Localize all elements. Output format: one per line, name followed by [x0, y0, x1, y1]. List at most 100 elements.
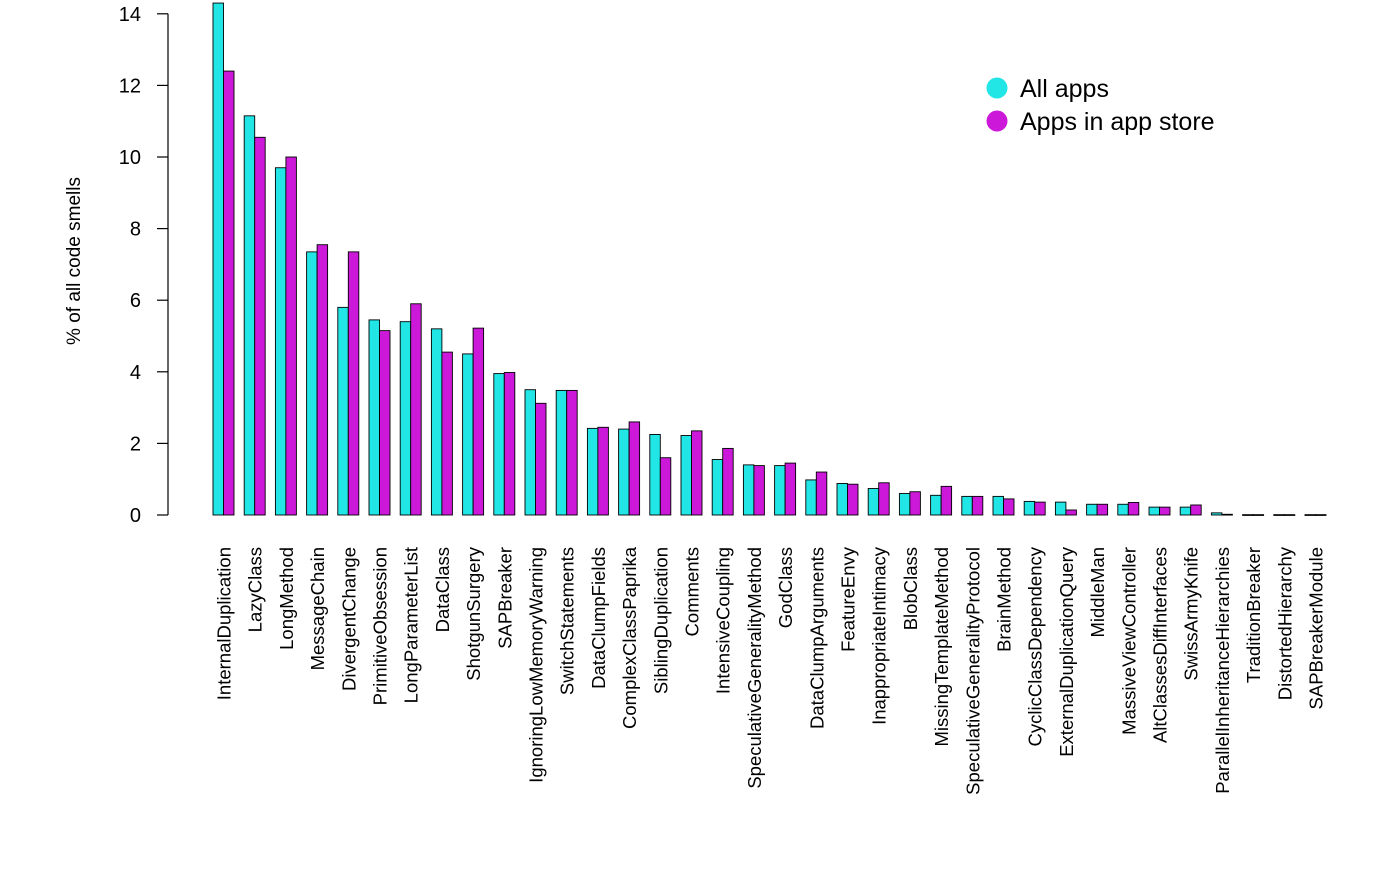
x-tick-label: LongMethod — [276, 547, 297, 650]
x-tick-label: InappropriateIntimacy — [869, 546, 890, 725]
y-tick-label: 2 — [130, 433, 141, 455]
legend: All apps Apps in app store — [986, 75, 1215, 136]
x-tick-label: MassiveViewController — [1118, 547, 1139, 735]
bar-all-apps — [774, 465, 786, 516]
bar-all-apps — [961, 495, 973, 516]
bar-all-apps — [742, 464, 755, 516]
bar-app-store — [379, 330, 391, 516]
x-tick-label: InternalDuplication — [214, 547, 235, 700]
bar-all-apps — [524, 389, 536, 516]
bar-all-apps — [898, 493, 911, 516]
x-tick-label: DataClass — [432, 547, 453, 632]
x-tick-label: SpeculativeGeneralityMethod — [744, 547, 765, 789]
bar-all-apps — [430, 328, 443, 516]
y-tick-label: 10 — [119, 147, 141, 169]
bar-app-store — [472, 327, 485, 516]
bar-app-store — [1221, 513, 1233, 516]
bar-all-apps — [1179, 506, 1192, 516]
bar-all-apps — [1242, 514, 1254, 516]
bar-app-store — [223, 70, 235, 516]
bar-app-store — [441, 351, 453, 516]
legend-label: All apps — [1020, 75, 1109, 103]
bar-app-store — [1003, 498, 1015, 516]
bar-all-apps — [867, 488, 880, 516]
bar-all-apps — [337, 306, 349, 516]
bar-all-apps — [711, 459, 724, 516]
y-axis-label: % of all code smells — [64, 177, 85, 345]
bar-all-apps — [243, 115, 256, 516]
x-tick-label: MessageChain — [307, 547, 328, 670]
bar-app-store — [628, 421, 641, 516]
bar-app-store — [503, 372, 516, 516]
x-tick-label: SAPBreaker — [494, 547, 515, 649]
bar-all-apps — [1023, 500, 1036, 516]
bar-app-store — [1159, 506, 1171, 516]
x-tick-label: ComplexClassPaprika — [619, 546, 640, 729]
bar-all-apps — [493, 373, 505, 516]
bar-all-apps — [306, 251, 318, 516]
x-tick-label: GodClass — [775, 547, 796, 628]
x-tick-label: TraditionBreaker — [1243, 547, 1264, 683]
x-tick-label: SpeculativeGeneralityProtocol — [962, 547, 983, 795]
x-tick-label: LongParameterList — [401, 547, 422, 703]
bar-app-store — [566, 389, 578, 516]
bar-app-store — [691, 430, 703, 516]
x-tick-label: ParallelInheritanceHierarchies — [1212, 547, 1233, 794]
bar-all-apps — [930, 494, 942, 516]
bar-all-apps — [274, 167, 287, 516]
x-tick-label: MiddleMan — [1087, 547, 1108, 638]
x-tick-label: AltClassesDiffInterfaces — [1150, 547, 1171, 743]
x-tick-label: SwitchStatements — [557, 547, 578, 695]
bar-all-apps — [1304, 514, 1316, 516]
bar-app-store — [254, 136, 266, 516]
bar-all-apps — [555, 389, 568, 516]
bar-app-store — [909, 491, 921, 516]
bar-all-apps — [680, 435, 692, 516]
legend-label: Apps in app store — [1020, 108, 1215, 136]
bar-app-store — [1190, 504, 1202, 516]
x-tick-label: IgnoringLowMemoryWarning — [526, 547, 547, 783]
bar-app-store — [1034, 501, 1046, 516]
x-tick-label: PrimitiveObsession — [370, 547, 391, 705]
y-tick-label: 4 — [130, 362, 141, 384]
bar-app-store — [878, 482, 890, 516]
bar-app-store — [285, 156, 297, 516]
x-tick-label: ShotgunSurgery — [463, 546, 484, 680]
bar-app-store — [347, 251, 360, 516]
bar-all-apps — [399, 321, 412, 516]
y-tick-label: 8 — [130, 219, 141, 241]
x-tick-label: LazyClass — [245, 547, 266, 632]
bar-all-apps — [212, 2, 224, 516]
x-tick-label: DataClumpArguments — [806, 547, 827, 729]
x-tick-label: SAPBreakerModule — [1306, 547, 1327, 709]
bar-app-store — [1315, 514, 1327, 516]
bar-all-apps — [462, 353, 474, 516]
y-tick-label: 12 — [119, 75, 141, 97]
bar-app-store — [815, 471, 828, 516]
bar-app-store — [659, 457, 672, 516]
bar-all-apps — [1273, 514, 1285, 516]
x-tick-label: FeatureEnvy — [838, 546, 859, 652]
bar-app-store — [753, 465, 765, 516]
y-tick-label: 14 — [119, 4, 141, 26]
bar-all-apps — [649, 434, 661, 516]
bar-app-store — [1252, 514, 1265, 516]
x-tick-label: MissingTemplateMethod — [931, 547, 952, 746]
bar-app-store — [1065, 509, 1077, 516]
bar-app-store — [847, 483, 859, 516]
bar-all-apps — [805, 479, 817, 516]
bar-app-store — [316, 244, 329, 516]
y-tick-label: 6 — [130, 290, 141, 312]
bar-all-apps — [1054, 501, 1067, 516]
legend-swatch — [986, 77, 1008, 99]
bar-app-store — [784, 462, 797, 516]
x-tick-label: DistortedHierarchy — [1274, 546, 1295, 700]
x-tick-label: SwissArmyKnife — [1181, 547, 1202, 681]
x-tick-label: IntensiveCoupling — [713, 547, 734, 694]
x-tick-label: CyclicClassDependency — [1025, 546, 1046, 746]
bar-all-apps — [1210, 512, 1223, 516]
bar-app-store — [940, 485, 953, 516]
legend-swatch — [986, 110, 1008, 132]
x-tick-label: Comments — [682, 547, 703, 636]
bar-app-store — [410, 303, 422, 516]
